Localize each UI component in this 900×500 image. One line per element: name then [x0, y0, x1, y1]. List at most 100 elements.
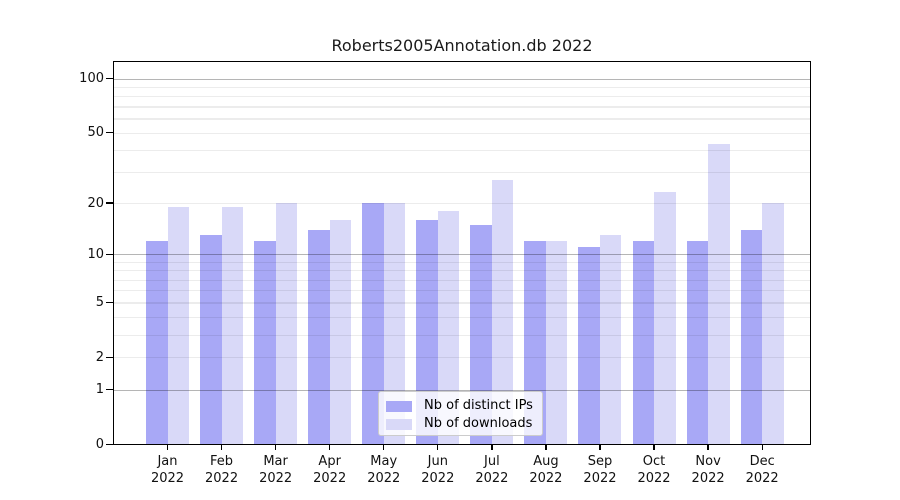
- y-tick-mark: [106, 253, 113, 255]
- bar-distinct-ips-mar: [254, 241, 276, 445]
- x-tick-label-nov: Nov 2022: [676, 453, 740, 487]
- bar-downloads-feb: [221, 206, 244, 445]
- gridline-minor-90: [113, 86, 811, 88]
- x-tick-month: Oct: [642, 454, 666, 469]
- y-tick-mark: [106, 202, 113, 204]
- x-tick-year: 2022: [367, 471, 401, 486]
- x-tick-mark: [491, 444, 493, 450]
- x-tick-label-oct: Oct 2022: [622, 453, 686, 487]
- y-tick-label-20: 20: [87, 195, 104, 211]
- legend: Nb of distinct IPs Nb of downloads: [378, 391, 543, 436]
- x-tick-month: Jan: [157, 454, 178, 469]
- x-tick-month: Feb: [210, 454, 234, 469]
- x-tick-year: 2022: [691, 471, 725, 486]
- x-tick-label-jun: Jun 2022: [406, 453, 470, 487]
- bar-distinct-ips-feb: [200, 235, 222, 445]
- x-tick-mark: [274, 444, 277, 450]
- legend-entry-downloads: Nb of downloads: [386, 415, 538, 433]
- y-tick-mark: [106, 443, 113, 446]
- bar-downloads-nov: [708, 144, 730, 445]
- gridline-minor-80: [113, 96, 811, 98]
- legend-label-distinct-ips: Nb of distinct IPs: [424, 398, 533, 413]
- chart-title: Roberts2005Annotation.db 2022: [331, 36, 593, 55]
- y-tick-mark: [106, 77, 113, 80]
- gridline-minor-40: [113, 150, 811, 152]
- bar-downloads-aug: [545, 241, 568, 445]
- y-tick-label-0: 0: [95, 437, 104, 452]
- x-tick-mark: [707, 444, 709, 450]
- legend-swatch-downloads: [386, 418, 412, 430]
- x-tick-month: Aug: [533, 454, 559, 469]
- bar-distinct-ips-nov: [686, 241, 709, 445]
- x-tick-year: 2022: [421, 471, 455, 486]
- bar-downloads-jun: [437, 211, 460, 445]
- x-tick-label-jul: Jul 2022: [460, 453, 524, 487]
- x-tick-month: Mar: [263, 454, 288, 469]
- x-tick-mark: [437, 444, 439, 450]
- gridline-minor-60: [113, 118, 811, 120]
- x-tick-year: 2022: [529, 471, 563, 486]
- y-tick-mark: [106, 356, 113, 359]
- x-tick-month: Jun: [427, 454, 448, 469]
- y-tick-label-10: 10: [87, 246, 104, 262]
- x-tick-label-mar: Mar 2022: [244, 453, 308, 487]
- x-tick-mark: [220, 444, 223, 450]
- x-tick-mark: [761, 444, 763, 450]
- x-tick-mark: [383, 444, 385, 450]
- x-tick-year: 2022: [313, 471, 347, 486]
- bar-downloads-apr: [329, 219, 352, 445]
- x-tick-mark: [599, 444, 601, 450]
- x-tick-year: 2022: [150, 471, 185, 486]
- x-tick-mark: [545, 444, 547, 450]
- gridline-minor-30: [113, 172, 811, 174]
- x-tick-month: Nov: [695, 454, 721, 469]
- bar-downloads-dec: [762, 203, 784, 445]
- x-tick-label-jan: Jan 2022: [136, 453, 200, 487]
- x-tick-year: 2022: [745, 471, 779, 486]
- x-tick-label-apr: Apr 2022: [298, 453, 362, 487]
- legend-entry-distinct-ips: Nb of distinct IPs: [386, 397, 538, 415]
- y-tick-label-2: 2: [95, 349, 104, 365]
- bar-downloads-sep: [599, 235, 622, 445]
- bar-distinct-ips-jun: [416, 219, 438, 445]
- x-tick-mark: [166, 444, 169, 450]
- y-tick-label-5: 5: [95, 294, 104, 310]
- bar-downloads-jul: [491, 180, 514, 445]
- y-tick-mark: [106, 301, 113, 304]
- x-tick-year: 2022: [475, 471, 509, 486]
- x-tick-year: 2022: [583, 471, 617, 486]
- x-tick-label-aug: Aug 2022: [514, 453, 578, 487]
- y-tick-mark: [106, 132, 113, 134]
- legend-swatch-distinct-ips: [386, 400, 412, 412]
- bar-distinct-ips-sep: [578, 247, 600, 445]
- bar-distinct-ips-oct: [632, 241, 655, 445]
- x-tick-month: May: [370, 454, 398, 469]
- x-tick-label-dec: Dec 2022: [730, 453, 794, 487]
- x-tick-mark: [329, 444, 331, 450]
- bar-downloads-mar: [275, 203, 298, 445]
- x-tick-year: 2022: [637, 471, 671, 486]
- bar-distinct-ips-jan: [146, 241, 168, 445]
- gridline-major-100: [113, 78, 811, 80]
- plot-area: Nb of distinct IPs Nb of downloads: [113, 61, 811, 445]
- x-tick-month: Jul: [484, 454, 500, 469]
- bar-distinct-ips-apr: [308, 229, 330, 445]
- gridline-minor-20: [113, 203, 811, 205]
- bar-downloads-may: [383, 203, 406, 445]
- bar-distinct-ips-may: [362, 203, 384, 445]
- x-tick-month: Sep: [587, 454, 613, 469]
- x-tick-label-sep: Sep 2022: [568, 453, 632, 487]
- gridline-minor-50: [113, 132, 811, 134]
- gridline-minor-70: [113, 106, 811, 108]
- x-tick-year: 2022: [205, 471, 239, 486]
- x-tick-label-may: May 2022: [352, 453, 416, 487]
- y-tick-label-1: 1: [95, 382, 104, 398]
- bar-downloads-jan: [167, 206, 189, 445]
- x-tick-label-feb: Feb 2022: [190, 453, 254, 487]
- x-tick-year: 2022: [259, 471, 293, 486]
- y-tick-label-100: 100: [79, 71, 104, 86]
- bar-downloads-oct: [654, 192, 676, 445]
- x-tick-month: Dec: [749, 454, 775, 469]
- x-tick-mark: [653, 444, 655, 450]
